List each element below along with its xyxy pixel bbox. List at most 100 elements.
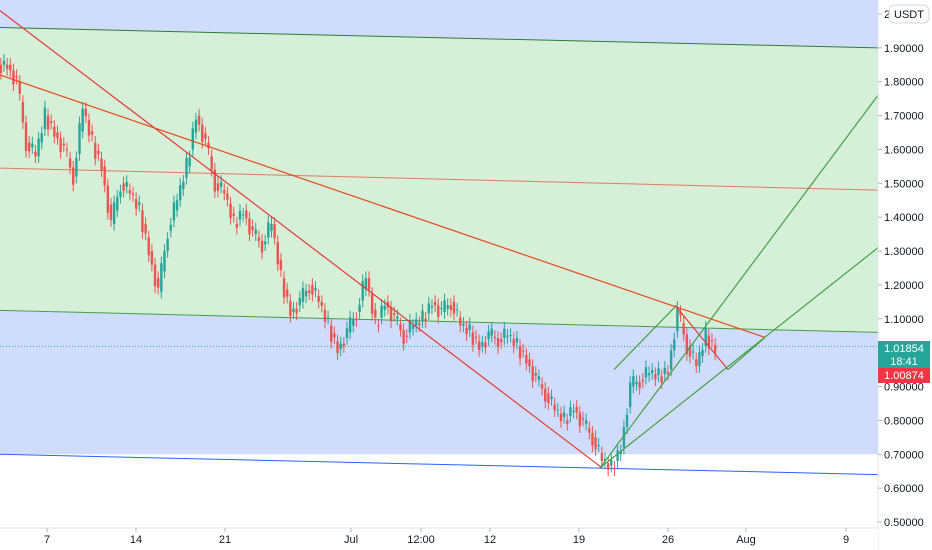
candle-body (276, 242, 279, 265)
white-bottom-slope (0, 454, 878, 530)
candle-body (2, 60, 6, 65)
candle-body (578, 412, 582, 427)
candle-body (707, 335, 711, 349)
candle-body (575, 406, 578, 413)
candle-body (367, 278, 371, 290)
price-axis[interactable]: 2.000001.900001.800001.700001.600001.500… (877, 0, 932, 550)
candle-body (72, 167, 75, 185)
candle-body (348, 317, 352, 333)
rising-channel-upper (599, 94, 879, 469)
candle-body (613, 467, 616, 470)
candle-body (339, 343, 342, 350)
candle-body (0, 64, 3, 73)
candle-body (53, 126, 56, 137)
candle-body (141, 210, 144, 233)
time-axis[interactable]: 7 14 21 Jul 12:00 12 19 26 Aug 9 (0, 527, 878, 550)
candle-body (704, 327, 707, 346)
secondary-price-badge: 1.00874 (878, 368, 930, 383)
candle-body (204, 133, 207, 139)
time-tick-label: 12:00 (407, 534, 435, 546)
candle-body (380, 305, 383, 318)
candle-body (361, 281, 364, 301)
candle-body (179, 184, 182, 201)
rising-channel-lower (599, 247, 879, 469)
candle-body (399, 324, 402, 331)
candle-body (166, 238, 169, 252)
candle-body (408, 320, 412, 333)
candle-body (144, 223, 147, 234)
candle-body (562, 412, 566, 418)
candle-body (336, 341, 339, 354)
plot-area[interactable] (0, 0, 879, 530)
candle-body (263, 241, 267, 245)
candle-body (499, 339, 503, 343)
candle-body (216, 183, 220, 191)
candle-body (355, 318, 358, 321)
candle-body (471, 332, 475, 345)
candle-body (194, 119, 198, 133)
candle-body (156, 278, 160, 288)
descending-trend-line (0, 10, 603, 469)
candle-body (449, 305, 453, 310)
candle-body (657, 368, 660, 376)
time-tick-label: 26 (662, 534, 674, 546)
candle-body (182, 181, 185, 189)
price-tick-label: 0.80000 (884, 415, 924, 427)
candle-body (119, 191, 122, 197)
candle-body (566, 420, 569, 425)
time-tick-label: Jul (344, 534, 358, 546)
candle-body (286, 289, 289, 297)
candle-body (34, 151, 37, 157)
candle-body (97, 150, 100, 155)
candle-body (103, 166, 106, 186)
candle-body (610, 459, 613, 466)
secondary-price-value: 1.00874 (884, 370, 924, 382)
candle-body (153, 264, 157, 287)
candle-body (437, 305, 440, 317)
candle-body (232, 213, 235, 216)
candle-body (326, 317, 330, 319)
candle-body (65, 149, 69, 151)
time-axis-bg (0, 528, 878, 550)
candle-body (641, 379, 644, 382)
time-tick-label: Aug (736, 534, 756, 546)
candle-body (544, 388, 547, 402)
candle-body (405, 335, 408, 337)
candle-body (484, 342, 487, 348)
candle-body (245, 210, 248, 219)
candle-body (518, 345, 522, 359)
candle-body (679, 312, 682, 316)
candle-body (197, 115, 201, 125)
candle-body (134, 199, 138, 209)
candle-body (279, 260, 283, 271)
candle-body (147, 237, 150, 256)
candle-body (418, 323, 421, 326)
candle-body (597, 445, 600, 447)
channel-boundary-line (0, 27, 879, 49)
candle-body (370, 293, 374, 314)
candle-body (342, 343, 346, 347)
candle-body (235, 223, 239, 228)
candle-body (490, 328, 493, 336)
candle-body (201, 124, 204, 142)
candle-body (185, 158, 188, 178)
candle-body (512, 339, 515, 347)
time-tick-label: 9 (843, 534, 849, 546)
candle-body (226, 193, 229, 200)
candle-body (131, 193, 135, 196)
candle-body (238, 210, 242, 220)
candle-body (352, 318, 355, 326)
price-tick-label: 1.30000 (884, 246, 924, 258)
candle-body (402, 330, 405, 344)
candle-body (150, 251, 154, 265)
candle-body (295, 308, 298, 314)
blue-zone (0, 310, 878, 475)
candle-body (638, 382, 641, 388)
candle-body (493, 336, 497, 338)
time-tick-label: 14 (130, 534, 142, 546)
candle-body (676, 307, 679, 332)
green-zone (0, 27, 878, 333)
candle-body (81, 108, 84, 132)
candle-body (632, 376, 635, 387)
